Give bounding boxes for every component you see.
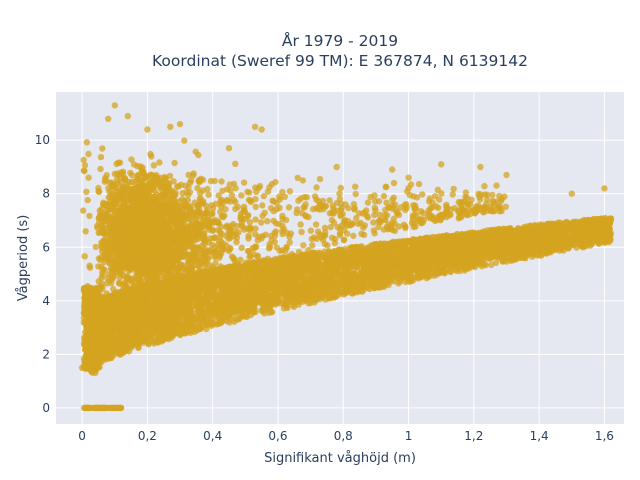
data-point (390, 278, 398, 285)
data-point (447, 268, 454, 275)
data-points (78, 102, 615, 412)
chart-title-line-2: Koordinat (Sweref 99 TM): E 367874, N 61… (152, 52, 528, 70)
data-point (393, 265, 400, 272)
data-point (387, 266, 394, 273)
chart-title-line-1: År 1979 - 2019 (282, 31, 398, 50)
